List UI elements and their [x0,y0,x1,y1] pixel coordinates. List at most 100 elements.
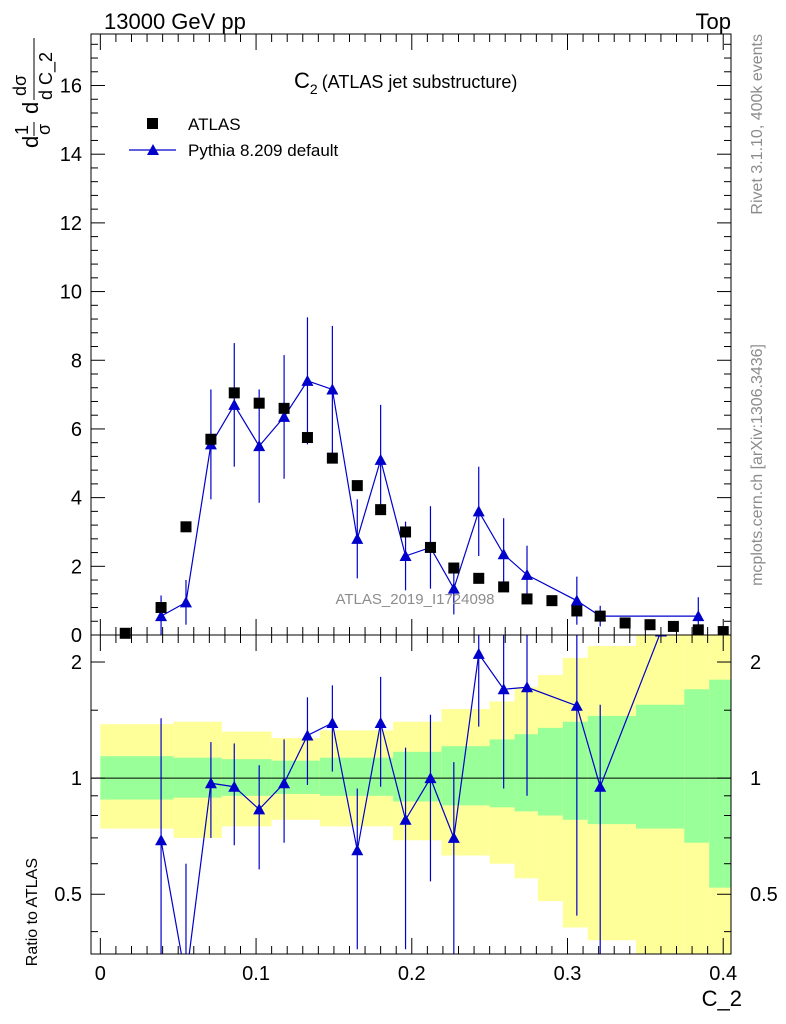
ratio-point [326,716,339,728]
ratio-point [204,777,217,789]
mcplots-label: mcplots.cern.ch [arXiv:1306.3436] [749,344,766,586]
main-ytick-label: 8 [71,350,82,372]
main-ytick-label: 0 [71,625,82,647]
ratio-band-inner [636,704,685,829]
main-ytick-label: 14 [60,144,82,166]
atlas-point [571,605,583,617]
ratio-band-inner [562,721,588,820]
ratio-point [351,844,364,856]
pythia-point [447,582,460,594]
y-label-dsigma: dσ [10,75,30,96]
main-frame [90,33,732,636]
atlas-point [400,526,412,538]
pythia-point [326,383,339,395]
main-ytick-label: 6 [71,419,82,441]
ratio-ytick-label-right: 2 [750,652,761,674]
pythia-point [570,594,583,606]
ratio-point [399,813,412,825]
atlas-point [424,541,436,553]
ratio-xtick-label: 0.1 [242,963,270,985]
main-ytick-label: 16 [60,76,82,98]
ratio-ytick-label: 2 [71,652,82,674]
ratio-plot: 0.5 0.51 12 2 0 0.1 0.2 0.3 0.4 Ratio to ATLAS … [24,634,778,1011]
ratio-point [155,834,168,846]
atlas-point [473,572,485,584]
main-y-axis: 0 2 4 6 8 10 12 14 16 [60,43,731,647]
ratio-band-inner [537,727,563,816]
atlas-point [119,627,131,639]
atlas-point [278,402,290,414]
analysis-label: ATLAS_2019_I1724098 [335,591,494,608]
legend-pythia-label: Pythia 8.209 default [188,141,339,160]
ratio-point [228,780,241,792]
ratio-point [447,831,460,843]
ratio-xtick-label: 0.4 [709,963,737,985]
ratio-ytick-label-right: 1 [750,768,761,790]
atlas-point [205,433,217,445]
ratio-xtick-label: 0.3 [554,963,582,985]
y-label-d2: d [18,102,43,114]
atlas-point [228,387,240,399]
ratio-point [253,803,266,815]
pythia-point [351,532,364,544]
atlas-point [644,619,656,631]
pythia-point [497,548,510,560]
rivet-label: Rivet 3.1.10, 400k events [749,34,766,215]
main-ytick-label: 12 [60,213,82,235]
atlas-point [667,620,679,632]
ratio-band-inner [514,734,538,812]
main-ytick-label: 2 [71,556,82,578]
atlas-point [619,617,631,629]
atlas-point [375,504,387,516]
atlas-point [155,602,167,614]
ratio-data-layer [155,635,667,985]
atlas-point [326,452,338,464]
atlas-point [594,610,606,622]
header-energy: 13000 GeV pp [104,9,246,34]
y-label-dc2: d C_2 [36,52,57,100]
ratio-point [180,974,192,985]
pythia-point [399,550,412,562]
main-x-ticks [99,34,724,635]
ratio-xtick-label: 0.2 [398,963,426,985]
atlas-point [448,562,460,574]
ratio-frame [90,634,732,955]
pythia-point [253,440,266,452]
ratio-y-label: Ratio to ATLAS [24,858,41,966]
legend: ATLAS Pythia 8.209 default [129,115,339,160]
ratio-point [497,683,510,695]
ratio-point [424,772,437,784]
chart-title: C2 (ATLAS jet substructure) [294,68,517,97]
main-ytick-label: 4 [71,488,82,510]
ratio-band-inner [393,751,442,802]
ratio-point [301,729,314,741]
pythia-point [692,610,705,622]
y-label-sigma: σ [34,124,54,135]
header-process: Top [696,9,731,34]
atlas-point [301,432,313,444]
ratio-xtick-label: 0 [95,963,106,985]
atlas-point [253,397,265,409]
main-plot: 0 2 4 6 8 10 12 14 16 C2 (ATLAS jet substructure)… [10,33,732,647]
pythia-line [160,380,699,617]
ratio-band-inner [319,757,394,796]
pythia-point [374,453,387,465]
ratio-ytick-label: 1 [71,768,82,790]
ratio-band-inner [709,679,731,888]
main-y-label: d 1 σ d dσ d C_2 [10,38,57,148]
atlas-point [546,595,558,607]
ratio-point [374,716,387,728]
atlas-point [498,581,510,593]
ratio-band-inner [489,739,515,808]
atlas-point [180,521,192,533]
y-label-d: d [18,136,43,148]
legend-atlas-marker [147,118,158,129]
pythia-point [472,505,485,517]
atlas-point [351,480,363,492]
ratio-point [472,647,485,659]
main-ytick-label: 10 [60,282,82,304]
pythia-point [179,596,192,608]
pythia-point [301,374,314,386]
ratio-x-axis: 0 0.1 0.2 0.3 0.4 [95,635,737,985]
